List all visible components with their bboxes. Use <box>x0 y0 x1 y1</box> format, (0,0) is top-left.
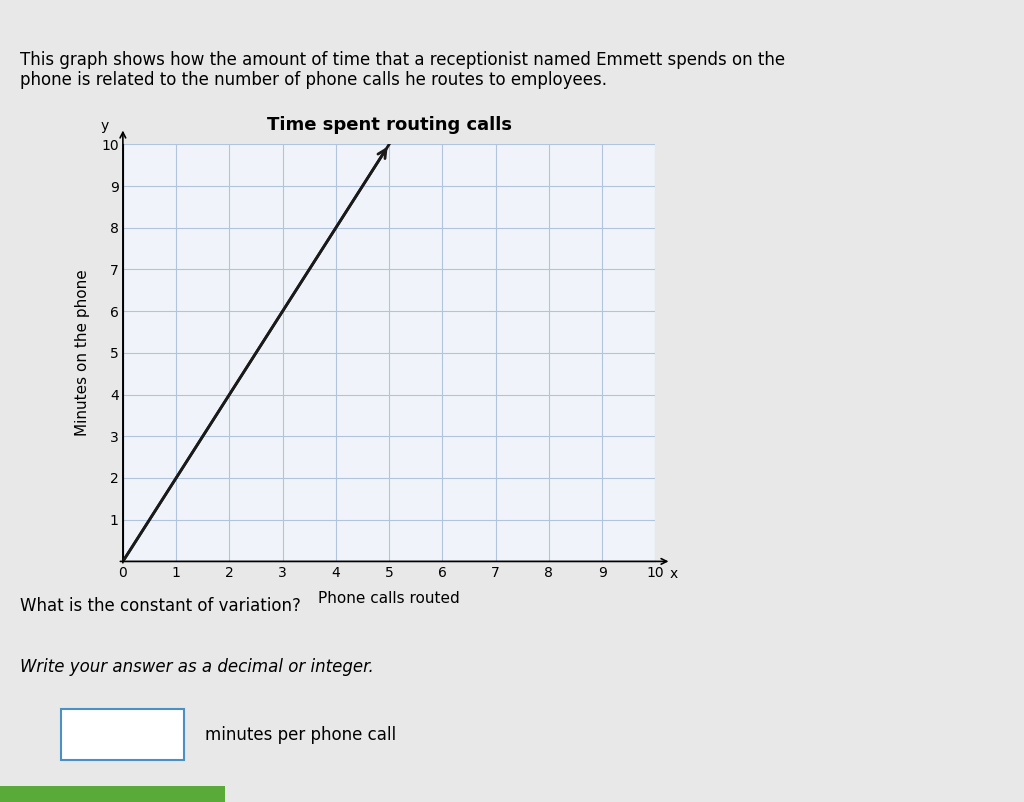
Text: y: y <box>100 119 109 132</box>
X-axis label: Phone calls routed: Phone calls routed <box>318 591 460 606</box>
Text: x: x <box>670 567 678 581</box>
Title: Time spent routing calls: Time spent routing calls <box>266 116 512 135</box>
Text: minutes per phone call: minutes per phone call <box>205 726 396 743</box>
FancyBboxPatch shape <box>61 709 184 760</box>
Text: What is the constant of variation?: What is the constant of variation? <box>20 597 301 615</box>
Y-axis label: Minutes on the phone: Minutes on the phone <box>75 269 90 436</box>
FancyBboxPatch shape <box>0 786 225 802</box>
Text: Write your answer as a decimal or integer.: Write your answer as a decimal or intege… <box>20 658 374 676</box>
Text: This graph shows how the amount of time that a receptionist named Emmett spends : This graph shows how the amount of time … <box>20 51 785 89</box>
